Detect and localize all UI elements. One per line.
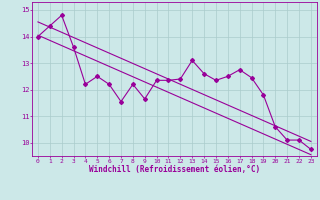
X-axis label: Windchill (Refroidissement éolien,°C): Windchill (Refroidissement éolien,°C) [89,165,260,174]
